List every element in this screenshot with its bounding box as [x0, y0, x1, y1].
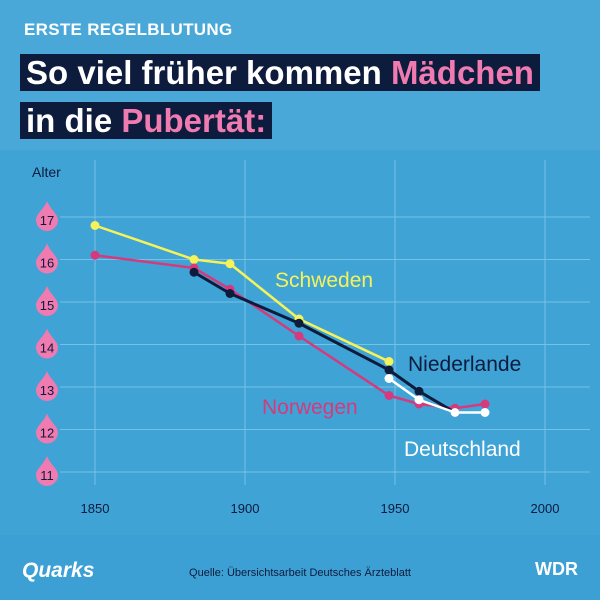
series-line-niederlande — [193, 270, 456, 414]
drop-icon — [36, 286, 58, 316]
series-line-schweden — [94, 224, 390, 363]
line-chart: Alter 11 12 13 14 15 16 17 1850 1900 1950 2000 Schwe… — [32, 160, 590, 516]
data-point-deutschland-3 — [480, 408, 490, 417]
data-point-norwegen-3 — [294, 331, 304, 341]
y-axis-label: Alter — [32, 164, 61, 180]
drop-icon — [36, 201, 58, 231]
y-tick-label-13: 13 — [40, 383, 54, 398]
data-point-schweden-4 — [384, 357, 394, 366]
headline-line2: in die — [26, 102, 122, 139]
data-point-deutschland-1 — [414, 395, 424, 405]
y-tick-label-12: 12 — [40, 426, 54, 441]
data-point-schweden-1 — [189, 255, 199, 264]
y-tick-label-16: 16 — [40, 256, 54, 271]
data-point-norwegen-4 — [384, 391, 394, 400]
source-note: Quelle: Übersichtsarbeit Deutsches Ärzte… — [189, 567, 411, 579]
series-label-schweden: Schweden — [275, 269, 373, 292]
y-tick-label-17: 17 — [40, 213, 54, 228]
x-tick-label-1950: 1950 — [381, 501, 410, 516]
data-point-norwegen-7 — [480, 399, 490, 409]
headline: So viel früher kommen Mädchen in die Pub… — [20, 52, 540, 148]
series-line-deutschland — [388, 377, 485, 414]
data-point-schweden-2 — [225, 259, 235, 269]
drop-icon — [36, 328, 58, 359]
x-tick-label-1900: 1900 — [231, 501, 260, 516]
headline-line1: So viel früher kommen — [26, 54, 391, 91]
drop-icon — [36, 413, 58, 444]
data-point-niederlande-3 — [384, 365, 394, 375]
y-tick-label-15: 15 — [40, 298, 54, 313]
data-point-deutschland-2 — [450, 408, 460, 417]
kicker: ERSTE REGELBLUTUNG — [24, 20, 233, 39]
y-tick-label-11: 11 — [40, 468, 54, 483]
headline-highlight-maedchen: Mädchen — [390, 54, 534, 91]
data-point-niederlande-0 — [189, 267, 199, 277]
series-label-norwegen: Norwegen — [262, 396, 358, 419]
x-tick-label-1850: 1850 — [81, 501, 110, 516]
drop-icon — [36, 456, 58, 486]
y-tick-label-14: 14 — [40, 341, 54, 356]
data-point-norwegen-0 — [90, 250, 100, 260]
data-point-niederlande-4 — [414, 386, 424, 396]
drop-icon — [36, 243, 58, 274]
chart-area: Alter 11 12 13 14 15 16 17 1850 1900 1950 2000 Schwe… — [0, 150, 600, 535]
headline-highlight-pubertaet: Pubertät: — [121, 102, 267, 139]
series-label-niederlande: Niederlande — [408, 353, 521, 376]
footer: Quarks Quelle: Übersichtsarbeit Deutsche… — [0, 535, 600, 600]
data-point-niederlande-1 — [225, 289, 235, 298]
x-tick-label-2000: 2000 — [531, 501, 560, 516]
drop-icon — [36, 371, 58, 401]
series-label-deutschland: Deutschland — [404, 438, 521, 461]
data-point-niederlande-2 — [294, 318, 304, 328]
data-point-schweden-0 — [90, 221, 100, 230]
data-point-deutschland-0 — [384, 374, 394, 383]
quarks-logo: Quarks — [22, 559, 95, 582]
wdr-logo: WDR — [535, 559, 578, 579]
header: ERSTE REGELBLUTUNG So viel früher kommen… — [0, 0, 600, 150]
